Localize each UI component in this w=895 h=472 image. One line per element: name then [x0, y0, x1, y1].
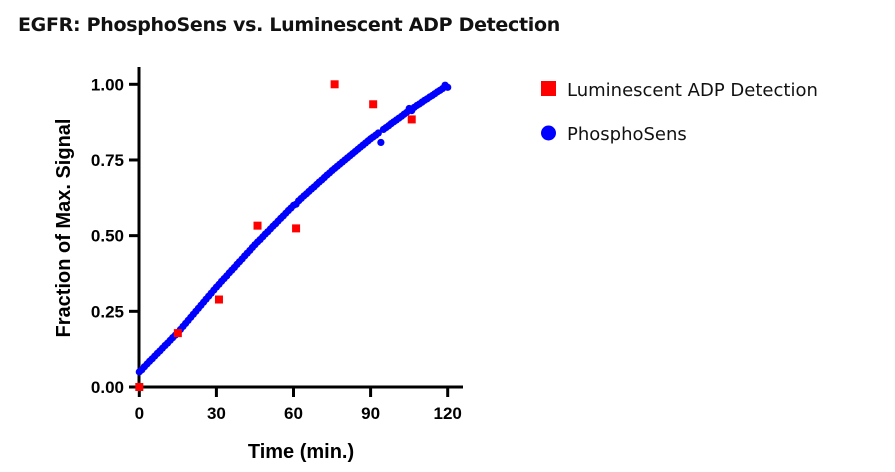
y-tick-label: 0.75 — [91, 151, 124, 170]
x-tick-label: 120 — [434, 404, 462, 423]
luminescent-point — [407, 115, 416, 124]
luminescent-point — [173, 329, 182, 338]
phosphosens-point — [374, 129, 382, 137]
phosphosens-point — [377, 138, 385, 147]
luminescent-point — [253, 221, 262, 230]
x-axis-title: Time (min.) — [248, 441, 354, 463]
y-tick-label: 1.00 — [91, 75, 124, 94]
y-tick-label: 0.00 — [91, 378, 124, 397]
x-tick-label: 90 — [361, 404, 380, 423]
legend-label-luminescent: Luminescent ADP Detection — [567, 80, 818, 101]
luminescent-point — [369, 100, 378, 109]
phosphosens-point — [444, 83, 452, 91]
legend-label-phosphosens: PhosphoSens — [567, 124, 687, 145]
y-axis-title: Fraction of Max. Signal — [53, 119, 75, 338]
legend-marker-phosphosens — [541, 125, 556, 141]
luminescent-point — [292, 224, 301, 233]
axes — [137, 67, 463, 389]
x-tick-label: 30 — [207, 404, 226, 423]
legend: Luminescent ADP Detection PhosphoSens — [541, 80, 818, 145]
y-tick-label: 0.25 — [91, 302, 124, 321]
y-tick-label: 0.50 — [91, 227, 124, 246]
luminescent-point — [135, 383, 144, 391]
legend-marker-luminescent — [541, 81, 556, 96]
chart-title: EGFR: PhosphoSens vs. Luminescent ADP De… — [18, 14, 560, 36]
luminescent-point — [214, 295, 223, 304]
x-tick-label: 60 — [284, 404, 303, 423]
luminescent-point — [330, 80, 339, 89]
x-tick-label: 0 — [135, 404, 144, 423]
